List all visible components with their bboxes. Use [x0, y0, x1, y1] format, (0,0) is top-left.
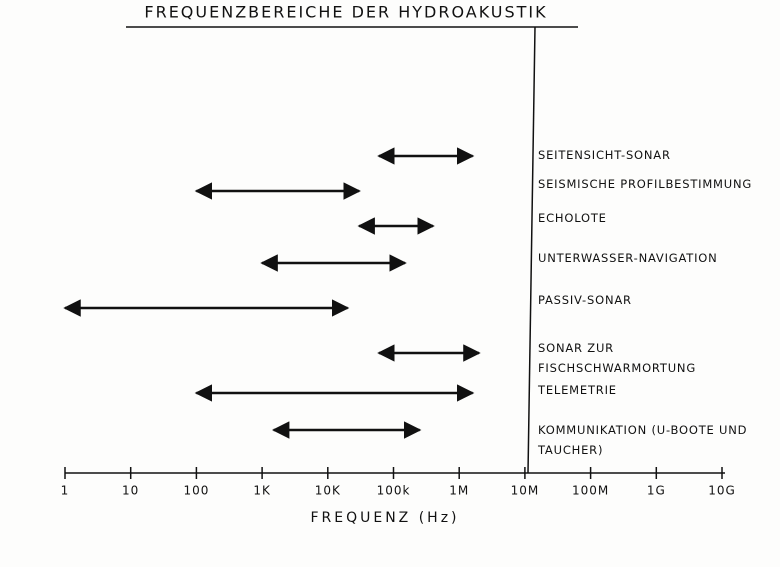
x-tick-label: 10: [122, 484, 139, 498]
category-label: SEITENSICHT-SONAR: [538, 148, 671, 162]
x-axis-label: FREQUENZ (Hz): [310, 510, 459, 526]
x-tick-label: 10G: [708, 484, 736, 498]
category-label: SEISMISCHE PROFILBESTIMMUNG: [538, 177, 753, 191]
category-label: UNTERWASSER-NAVIGATION: [538, 251, 718, 265]
x-tick-label: 1M: [449, 484, 469, 498]
chart-title: FREQUENZBEREICHE DER HYDROAKUSTIK: [144, 3, 547, 22]
divider: [527, 26, 536, 474]
x-tick-label: 1G: [647, 484, 666, 498]
category-label: KOMMUNIKATION (U-BOOTE UND TAUCHER): [538, 423, 748, 457]
category-label: PASSIV-SONAR: [538, 293, 632, 307]
x-tick-label: 1: [61, 484, 70, 498]
x-tick-label: 10K: [315, 484, 341, 498]
category-label: ECHOLOTE: [538, 211, 607, 225]
category-label: SONAR ZUR FISCHSCHWARMORTUNG: [538, 341, 697, 375]
x-tick-label: 100: [183, 484, 209, 498]
x-tick-label: 10M: [511, 484, 540, 498]
x-tick-label: 100k: [377, 484, 411, 498]
x-tick-label: 100M: [572, 484, 609, 498]
category-label: TELEMETRIE: [538, 383, 617, 397]
x-tick-label: 1K: [253, 484, 271, 498]
